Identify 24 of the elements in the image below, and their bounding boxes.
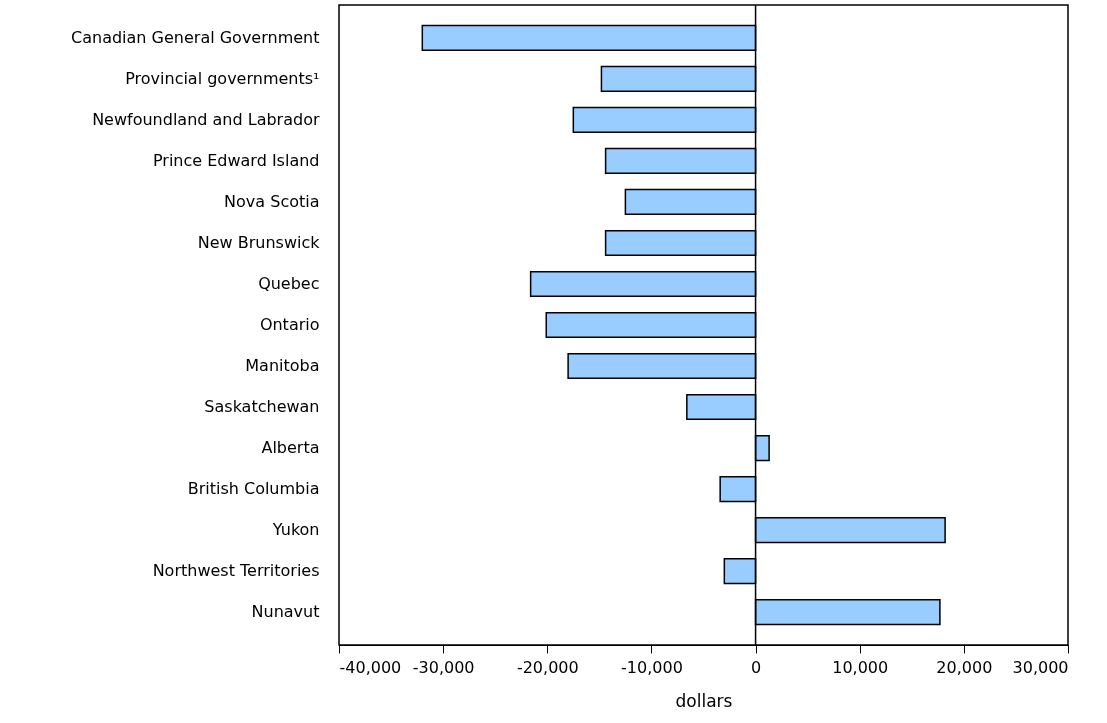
x-tick-label: 20,000 <box>936 657 993 677</box>
y-tick-label: Ontario <box>259 315 320 334</box>
y-tick-label: Alberta <box>261 438 320 458</box>
y-tick-label: Yukon <box>271 520 320 540</box>
x-tick-label: -30,000 <box>412 657 475 677</box>
x-tick-label: 0 <box>750 657 762 677</box>
x-tick-label: 10,000 <box>832 657 889 677</box>
y-tick-label: Provincial governments¹ <box>125 68 320 88</box>
y-tick-label: Prince Edward Island <box>152 150 320 170</box>
y-tick-label: Nunavut <box>251 602 320 622</box>
y-tick-label: Nova Scotia <box>224 191 320 211</box>
x-tick-label: -20,000 <box>516 657 579 677</box>
y-tick-label: Newfoundland and Labrador <box>92 109 320 129</box>
x-tick-label: 30,000 <box>1012 657 1069 677</box>
x-tick-label: -10,000 <box>621 657 683 677</box>
y-tick-label: Quebec <box>258 273 320 293</box>
y-tick-label: Saskatchewan <box>204 397 320 417</box>
y-tick-label: Northwest Territories <box>152 561 320 581</box>
y-tick-label: Canadian General Government <box>71 27 320 47</box>
x-tick-label: -40,000 <box>339 657 402 677</box>
y-tick-label: British Columbia <box>187 479 320 499</box>
y-tick-label: Manitoba <box>245 356 320 376</box>
x-axis-title: dollars <box>675 690 733 711</box>
y-tick-label: New Brunswick <box>197 232 321 252</box>
